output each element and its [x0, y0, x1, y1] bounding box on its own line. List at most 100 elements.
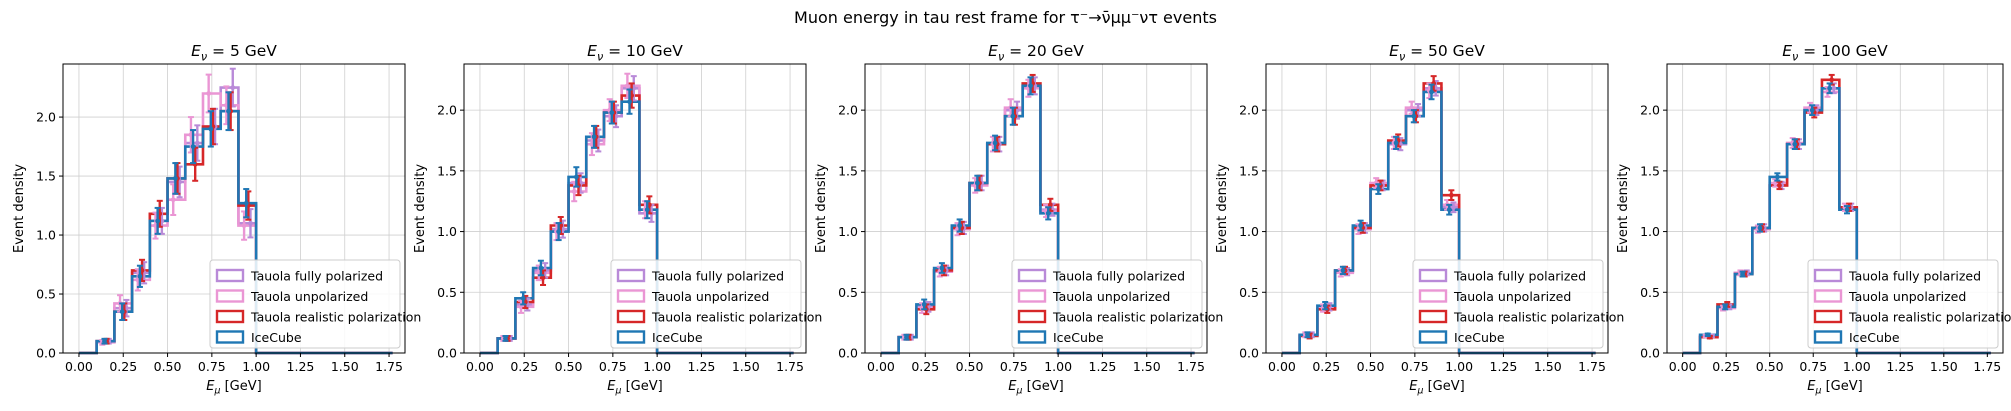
y-tick-label: 1.0: [36, 228, 56, 243]
legend-label: Tauola unpolarized: [250, 289, 368, 304]
y-tick-label: 0.5: [36, 287, 56, 302]
legend-label: IceCube: [1053, 330, 1104, 345]
legend-label: Tauola realistic polarization: [1052, 310, 1223, 325]
error-bar-icecube: [903, 333, 910, 341]
y-axis-label: Event density: [1616, 164, 1631, 253]
legend-swatch-fully: [1813, 268, 1843, 283]
y-tick-label: 1.0: [838, 224, 858, 239]
error-bar-icecube: [921, 298, 928, 311]
x-tick-label: 1.75: [1578, 359, 1606, 374]
error-bar-realistic: [1448, 189, 1455, 201]
legend-box: [209, 259, 401, 349]
error-bar-icecube: [1774, 172, 1781, 182]
x-tick-label: 1.25: [688, 359, 716, 374]
x-axis-label: Eμ [GeV]: [1807, 379, 1862, 397]
error-bar-icecube: [1393, 135, 1400, 150]
error-bar-icecube: [243, 188, 250, 219]
x-tick-label: 1.00: [1044, 359, 1072, 374]
legend-box: [1412, 259, 1604, 349]
x-axis-label: Eμ [GeV]: [607, 379, 662, 397]
y-tick-label: 2.0: [36, 110, 56, 125]
x-tick-label: 1.25: [1490, 359, 1518, 374]
x-tick-label: 1.50: [1133, 359, 1161, 374]
error-bar-icecube: [1304, 331, 1311, 339]
legend: Tauola fully polarized Tauola unpolarized…: [1807, 259, 2011, 349]
legend-label: IceCube: [652, 330, 703, 345]
error-bar-icecube: [1722, 303, 1729, 311]
error-bar-icecube: [1428, 83, 1435, 101]
error-bar-icecube: [119, 302, 126, 321]
y-tick-label: 0.0: [437, 346, 457, 361]
panel-title: Eν = 50 GeV: [1389, 42, 1485, 63]
error-bar-icecube: [1410, 109, 1417, 124]
error-bar-icecube: [956, 218, 963, 233]
error-bar-icecube: [136, 264, 143, 288]
x-tick-label: 0.50: [1756, 359, 1784, 374]
x-tick-label: 1.50: [732, 359, 760, 374]
error-bar-icecube: [207, 110, 214, 148]
error-bar-icecube: [992, 134, 999, 152]
x-tick-label: 0.25: [510, 359, 538, 374]
error-bar-icecube: [626, 88, 633, 115]
legend-label: Tauola unpolarized: [1453, 289, 1571, 304]
legend-box: [1011, 259, 1203, 349]
panel-title: Eν = 5 GeV: [191, 42, 277, 63]
legend-swatch-icecube: [1017, 330, 1047, 344]
error-bar-icecube: [1045, 206, 1052, 221]
legend-label: Tauola unpolarized: [651, 289, 769, 304]
y-tick-label: 0.5: [437, 285, 457, 300]
legend-label: IceCube: [251, 330, 302, 345]
legend-swatch-unpol: [1017, 289, 1047, 303]
x-tick-label: 0.75: [198, 359, 226, 374]
x-tick-label: 0.00: [1669, 359, 1697, 374]
chart-panel: 0.00 0.25 0.50 0.75 1.00 1.25 1.50 1.75 0.0 0.5 1.…: [1616, 42, 2011, 397]
error-bar-icecube: [1756, 223, 1763, 233]
error-bar-unpol: [1373, 177, 1380, 189]
legend-swatch-fully: [1418, 268, 1448, 283]
x-tick-label: 1.75: [1177, 359, 1205, 374]
x-tick-label: 0.25: [911, 359, 939, 374]
y-tick-label: 1.5: [1239, 163, 1259, 178]
chart-panel: 0.00 0.25 0.50 0.75 1.00 1.25 1.50 1.75 0.0 0.5 1.…: [1215, 42, 1624, 397]
axes-frame: [1265, 63, 1609, 354]
y-tick-label: 1.0: [1239, 224, 1259, 239]
legend: Tauola fully polarized Tauola unpolarized…: [1011, 259, 1223, 349]
error-bar-icecube: [1339, 265, 1346, 276]
x-tick-label: 0.75: [1799, 359, 1827, 374]
legend-label: Tauola unpolarized: [1052, 289, 1170, 304]
legend-swatch-icecube: [215, 330, 245, 344]
error-bar-realistic: [1776, 180, 1783, 191]
y-axis-label: Event density: [1215, 164, 1230, 253]
x-tick-label: 1.50: [1930, 359, 1958, 374]
error-bar-icecube: [1446, 203, 1453, 216]
x-tick-label: 1.00: [242, 359, 270, 374]
axes-frame: [62, 63, 406, 354]
x-axis-label: Eμ [GeV]: [1008, 379, 1063, 397]
legend-swatch-realistic: [1813, 309, 1843, 324]
legend-swatch-unpol: [1813, 289, 1843, 303]
legend: Tauola fully polarized Tauola unpolarized…: [1412, 259, 1624, 349]
x-tick-label: 1.50: [1534, 359, 1562, 374]
chart-panel: 0.00 0.25 0.50 0.75 1.00 1.25 1.50 1.75 0.0 0.5 1.…: [12, 42, 421, 397]
error-bar-icecube: [1739, 270, 1746, 278]
y-tick-label: 0.5: [838, 285, 858, 300]
error-bar-icecube: [101, 337, 108, 345]
x-tick-label: 1.00: [1843, 359, 1871, 374]
legend-label: Tauola unpolarized: [1848, 289, 1966, 304]
y-axis-label: Event density: [814, 164, 829, 253]
error-bar-icecube: [1027, 76, 1034, 96]
y-tick-label: 1.5: [838, 163, 858, 178]
error-bar-icecube: [974, 174, 981, 192]
axes-frame: [463, 63, 807, 354]
x-tick-label: 0.50: [555, 359, 583, 374]
y-tick-label: 1.5: [36, 169, 56, 184]
error-bar-icecube: [1844, 205, 1851, 215]
error-bar-icecube: [591, 124, 598, 149]
legend-label: Tauola fully polarized: [1453, 269, 1586, 284]
x-axis-label: Eμ [GeV]: [1409, 379, 1464, 397]
error-bar-icecube: [608, 100, 615, 125]
x-tick-label: 1.25: [1886, 359, 1914, 374]
x-tick-label: 1.25: [1089, 359, 1117, 374]
y-tick-label: 1.5: [1640, 163, 1660, 178]
error-bar-fully: [1450, 201, 1457, 214]
